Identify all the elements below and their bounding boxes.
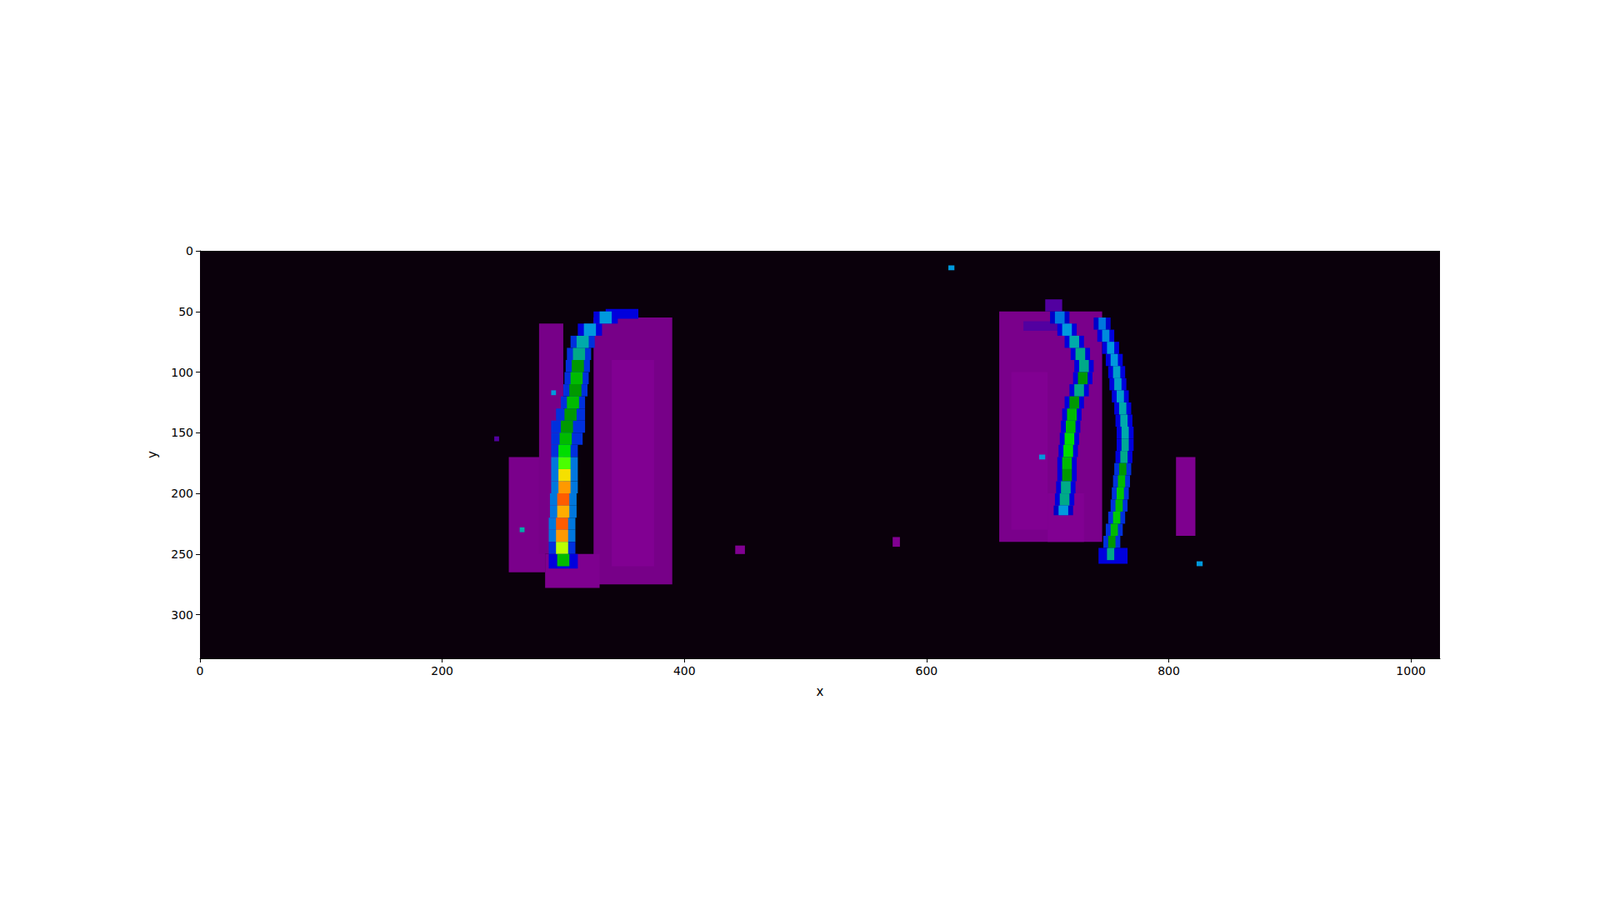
svg-text:600: 600 [915,664,939,678]
svg-text:100: 100 [170,365,194,380]
svg-text:200: 200 [170,486,194,500]
svg-text:250: 250 [170,547,194,561]
svg-text:300: 300 [170,608,194,622]
svg-text:50: 50 [178,305,194,319]
svg-text:0: 0 [185,244,194,258]
svg-text:x: x [816,684,825,700]
svg-text:800: 800 [1157,664,1180,678]
svg-text:200: 200 [430,664,454,678]
svg-text:0: 0 [196,664,205,678]
svg-text:y: y [145,450,160,459]
svg-text:150: 150 [170,425,194,440]
svg-text:400: 400 [673,664,696,678]
svg-text:1000: 1000 [1395,664,1426,678]
